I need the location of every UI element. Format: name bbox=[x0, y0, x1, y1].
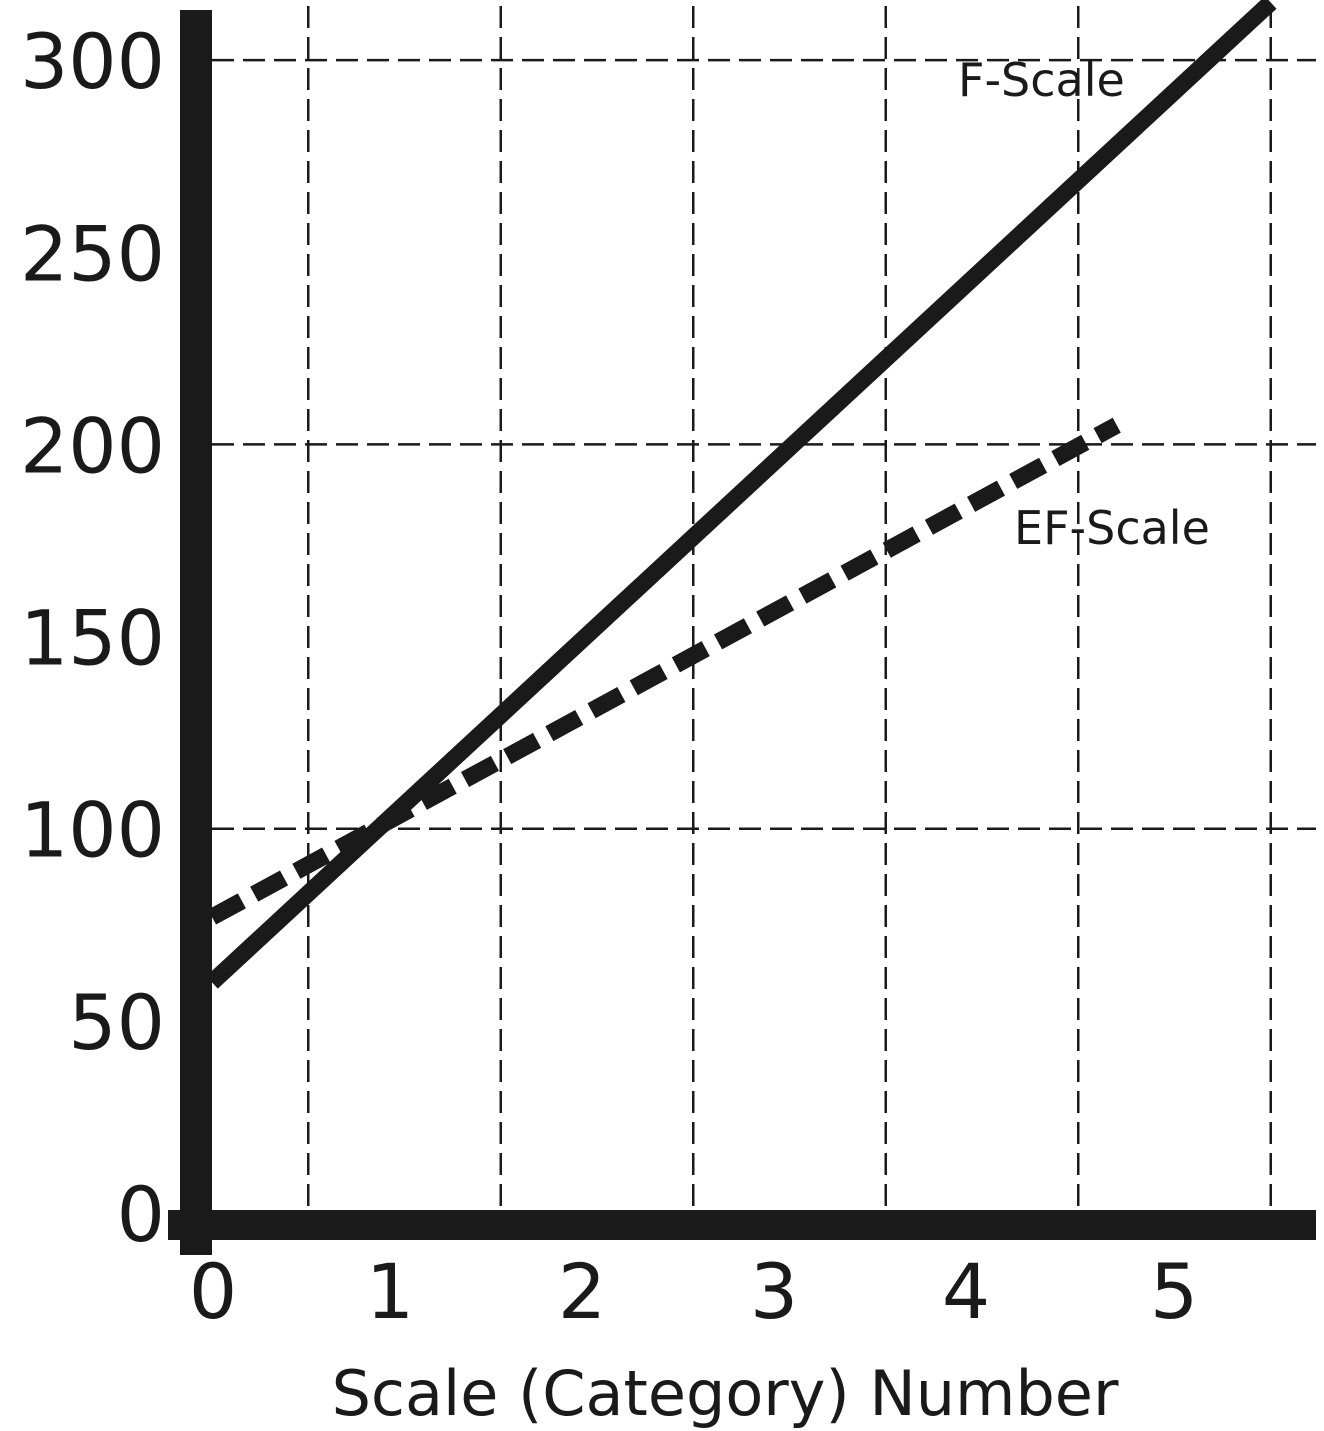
y-tick-label: 150 bbox=[20, 594, 165, 683]
x-axis-line bbox=[168, 1210, 1316, 1240]
x-tick-label: 5 bbox=[1150, 1247, 1198, 1336]
x-axis-label: Scale (Category) Number bbox=[332, 1357, 1119, 1430]
grid bbox=[212, 6, 1316, 1213]
series-line-f-scale bbox=[206, 0, 1277, 989]
series-labels: F-Scale EF-Scale bbox=[958, 53, 1210, 555]
x-tick-label: 2 bbox=[558, 1247, 606, 1336]
y-tick-label: 300 bbox=[20, 17, 165, 106]
x-tick-label: 3 bbox=[750, 1247, 798, 1336]
series-label-f-scale: F-Scale bbox=[958, 53, 1125, 107]
axes bbox=[168, 10, 1316, 1255]
series-layer bbox=[206, 0, 1277, 989]
x-tick-label: 1 bbox=[366, 1247, 414, 1336]
y-axis-line bbox=[180, 10, 212, 1255]
tick-labels: 0 50 100 150 200 250 300 0 1 2 3 4 5 bbox=[20, 17, 1198, 1336]
y-tick-label: 250 bbox=[20, 209, 165, 298]
y-tick-label: 50 bbox=[68, 978, 165, 1067]
y-tick-label: 100 bbox=[20, 786, 165, 875]
series-label-ef-scale: EF-Scale bbox=[1014, 501, 1210, 555]
x-tick-label: 0 bbox=[189, 1247, 237, 1336]
x-tick-label: 4 bbox=[942, 1247, 990, 1336]
y-tick-label: 200 bbox=[20, 401, 165, 490]
y-tick-label: 0 bbox=[117, 1170, 165, 1259]
series-line-ef-scale bbox=[207, 417, 1121, 925]
